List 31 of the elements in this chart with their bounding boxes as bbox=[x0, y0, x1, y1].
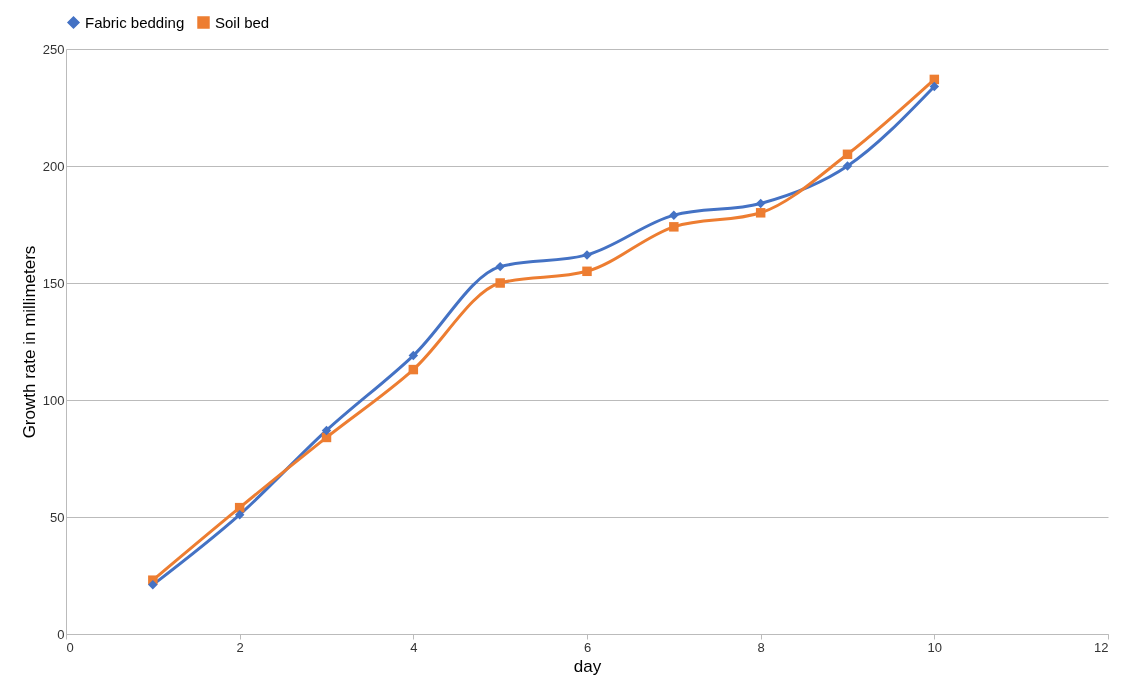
x-tick-label: 6 bbox=[583, 639, 592, 655]
x-tick-label: 10 bbox=[927, 639, 943, 655]
x-tick-label: 2 bbox=[236, 639, 244, 655]
point bbox=[669, 222, 679, 232]
x-tick-label: 4 bbox=[410, 639, 418, 655]
point bbox=[234, 509, 245, 520]
legend-label: Fabric bedding bbox=[85, 13, 185, 31]
point bbox=[669, 210, 679, 220]
point bbox=[842, 161, 853, 171]
y-tick-label: 200 bbox=[42, 158, 65, 174]
point bbox=[495, 278, 505, 288]
y-tick-label: 0 bbox=[57, 626, 65, 642]
y-axis-title: Growth rate in millimeters bbox=[19, 245, 39, 439]
point bbox=[495, 261, 505, 272]
y-tick-label: 150 bbox=[42, 275, 65, 291]
y-tick-label: 100 bbox=[42, 392, 65, 408]
point bbox=[842, 149, 853, 160]
legend-label: Soil bed bbox=[215, 13, 270, 31]
x-axis-title: day bbox=[573, 656, 602, 676]
point bbox=[408, 364, 419, 375]
point bbox=[582, 266, 592, 277]
point bbox=[755, 198, 766, 209]
point bbox=[148, 580, 158, 590]
point bbox=[929, 81, 940, 92]
x-tick-label: 8 bbox=[757, 639, 765, 655]
x-tick-label: 12 bbox=[1094, 639, 1109, 655]
point bbox=[408, 350, 419, 361]
point bbox=[321, 425, 332, 436]
y-tick-label: 50 bbox=[50, 509, 65, 525]
y-tick-label: 250 bbox=[42, 41, 65, 57]
point bbox=[755, 208, 766, 218]
